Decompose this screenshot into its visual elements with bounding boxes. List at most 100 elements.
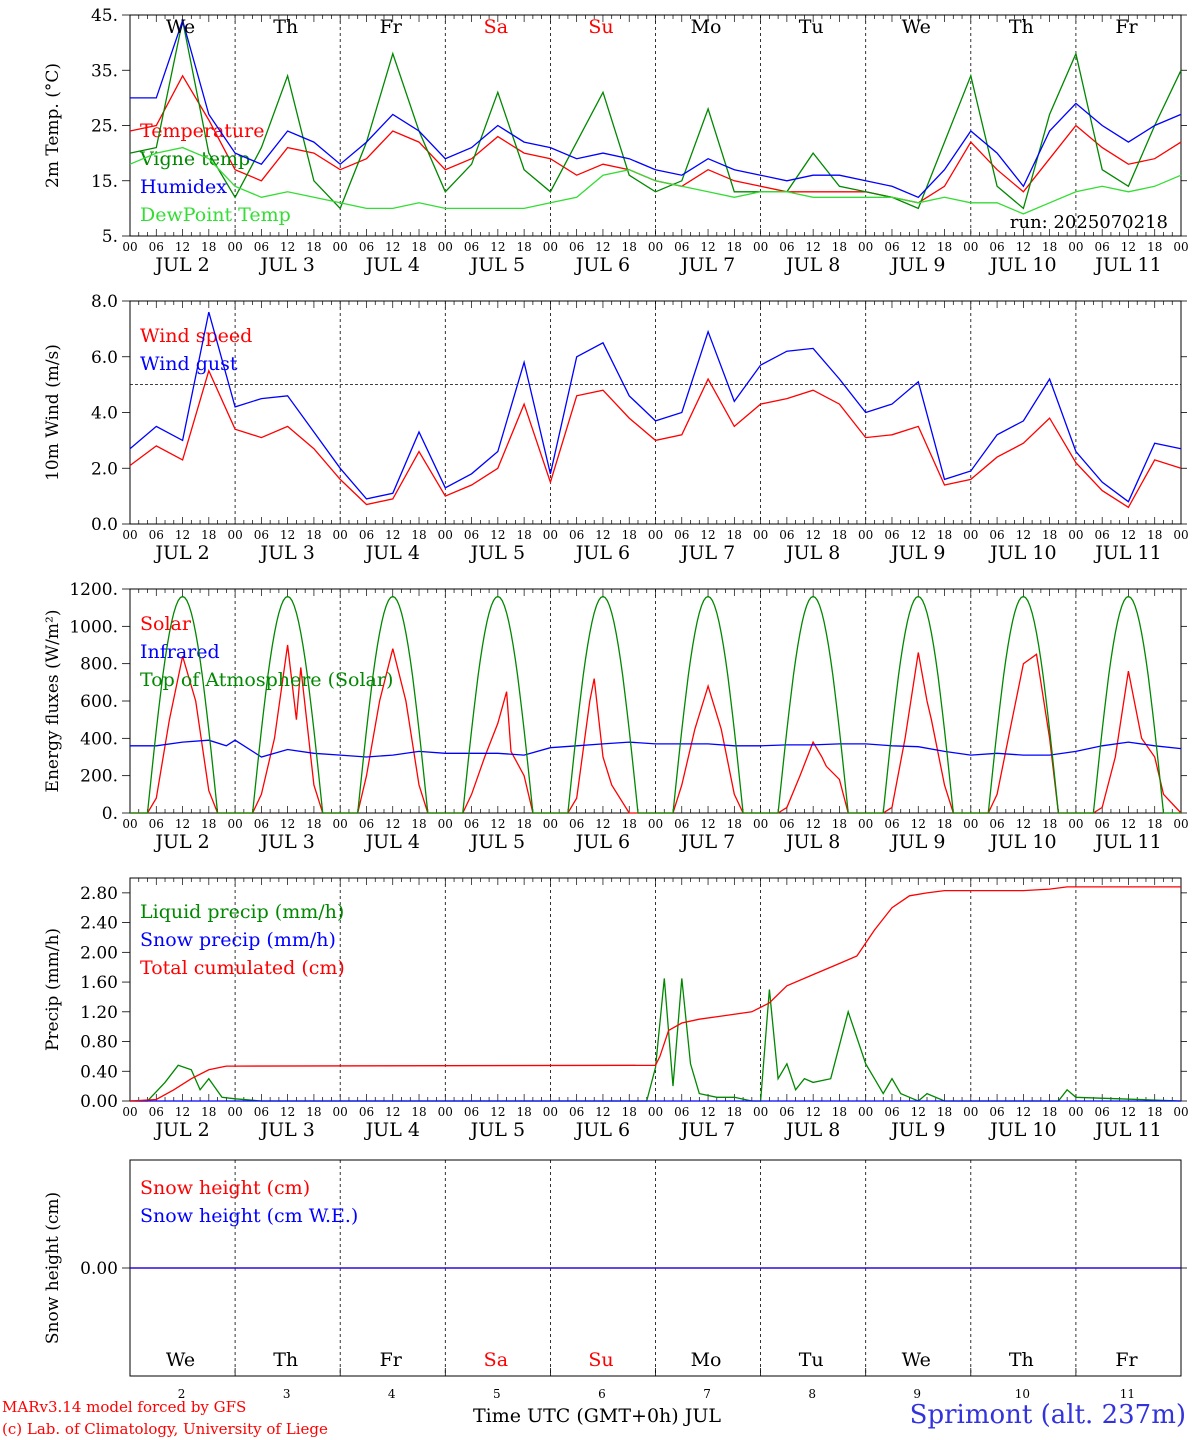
series-wind-gust: [129, 311, 1182, 503]
hour-tick-label: 12: [1016, 1105, 1031, 1119]
day-number: 3: [283, 1387, 291, 1401]
legend-entry: Temperature: [140, 120, 264, 142]
hour-tick-label: 12: [280, 817, 295, 831]
day-number: 8: [808, 1387, 816, 1401]
hour-tick-label: 00: [543, 240, 558, 254]
hour-tick-label: 18: [622, 1105, 637, 1119]
date-label: JUL 7: [679, 254, 735, 276]
hour-tick-label: 12: [911, 528, 926, 542]
series-humidex: [130, 18, 1182, 199]
hour-tick-label: 00: [963, 240, 978, 254]
hour-tick-label: 00: [333, 1105, 348, 1119]
y-tick-label: 200.: [80, 767, 118, 787]
hour-tick-label: 00: [858, 528, 873, 542]
hour-tick-label: 06: [884, 528, 899, 542]
hour-tick-label: 18: [832, 528, 847, 542]
date-label: JUL 4: [364, 254, 420, 276]
weekday-label: Fr: [380, 1349, 403, 1371]
lab-credit: (c) Lab. of Climatology, University of L…: [2, 1420, 328, 1438]
hour-tick-label: 12: [1016, 817, 1031, 831]
weekday-label: Su: [588, 1349, 613, 1371]
date-label: JUL 11: [1093, 542, 1161, 564]
hour-tick-label: 06: [254, 817, 269, 831]
hour-tick-label: 00: [227, 817, 242, 831]
time-axis-label: Time UTC (GMT+0h) JUL: [473, 1405, 721, 1427]
legend-entry: Snow height (cm): [140, 1177, 310, 1199]
weekday-label: Fr: [1115, 16, 1138, 38]
hour-tick-label: 00: [648, 528, 663, 542]
day-number: 10: [1015, 1387, 1030, 1401]
date-label: JUL 5: [469, 1119, 525, 1141]
hour-tick-label: 12: [1016, 528, 1031, 542]
panel-5: 0.00 Snow height (cm) Snow height (cm) Snow…: [43, 1159, 1187, 1377]
hour-tick-label: 00: [122, 817, 137, 831]
hour-tick-label: 06: [674, 1105, 689, 1119]
hour-tick-label: 00: [227, 528, 242, 542]
hour-tick-label: 18: [1042, 528, 1057, 542]
hour-tick-label: 00: [648, 1105, 663, 1119]
hour-tick-label: 18: [622, 240, 637, 254]
hour-tick-label: 06: [989, 240, 1004, 254]
hour-tick-label: 18: [201, 1105, 216, 1119]
hour-tick-label: 06: [359, 240, 374, 254]
legend-entry: Total cumulated (cm): [140, 957, 345, 979]
hour-tick-label: 00: [227, 1105, 242, 1119]
hour-tick-label: 12: [1016, 240, 1031, 254]
hour-tick-label: 00: [753, 1105, 768, 1119]
hour-tick-label: 18: [1147, 1105, 1162, 1119]
hour-tick-label: 00: [753, 240, 768, 254]
day-number: 4: [388, 1387, 396, 1401]
y-tick-label: 8.0: [91, 292, 118, 312]
date-label: JUL 5: [469, 831, 525, 853]
day-number: 7: [703, 1387, 711, 1401]
hour-tick-label: 18: [516, 817, 531, 831]
hour-tick-label: 18: [727, 240, 742, 254]
y-tick-label: 25.: [91, 117, 118, 137]
date-label: JUL 3: [258, 254, 314, 276]
hour-tick-label: 06: [569, 1105, 584, 1119]
weekday-label: Th: [1009, 1349, 1034, 1371]
hour-tick-label: 06: [254, 240, 269, 254]
legend-entry: Solar: [140, 613, 192, 635]
hour-tick-label: 00: [333, 240, 348, 254]
hour-tick-label: 12: [175, 240, 190, 254]
hour-tick-label: 18: [937, 240, 952, 254]
weekday-label: Tu: [799, 16, 824, 38]
weekday-label: We: [902, 1349, 931, 1371]
hour-tick-label: 06: [674, 817, 689, 831]
hour-tick-label: 18: [201, 817, 216, 831]
series-infrared: [130, 739, 1182, 758]
date-label: JUL 3: [258, 1119, 314, 1141]
hour-tick-label: 12: [911, 1105, 926, 1119]
hour-tick-label: 12: [700, 1105, 715, 1119]
hour-tick-label: 06: [254, 1105, 269, 1119]
weekday-label: Mo: [691, 1349, 722, 1371]
date-label: JUL 10: [988, 1119, 1056, 1141]
date-label: JUL 9: [889, 1119, 945, 1141]
hour-tick-label: 06: [779, 817, 794, 831]
hour-tick-label: 18: [937, 817, 952, 831]
hour-tick-label: 00: [858, 1105, 873, 1119]
y-tick-label: 0.00: [80, 1259, 118, 1279]
hour-tick-label: 00: [122, 1105, 137, 1119]
legend-entry: Snow precip (mm/h): [140, 929, 336, 951]
panel-frame: [129, 588, 1182, 814]
hour-tick-label: 12: [175, 1105, 190, 1119]
date-label: JUL 7: [679, 831, 735, 853]
hour-tick-label: 00: [438, 528, 453, 542]
date-label: JUL 2: [153, 254, 209, 276]
date-label: JUL 3: [258, 542, 314, 564]
y-tick-label: 5.: [102, 227, 118, 247]
station-name: Sprimont (alt. 237m): [909, 1400, 1186, 1430]
hour-tick-label: 06: [1095, 240, 1110, 254]
date-label: JUL 2: [153, 542, 209, 564]
hour-tick-label: 12: [175, 817, 190, 831]
hour-tick-label: 00: [753, 528, 768, 542]
hour-tick-label: 12: [806, 1105, 821, 1119]
date-label: JUL 7: [679, 542, 735, 564]
hour-tick-label: 06: [779, 528, 794, 542]
date-label: JUL 6: [574, 542, 630, 564]
hour-tick-label: 12: [1121, 528, 1136, 542]
y-tick-label: 1.20: [80, 1003, 118, 1023]
date-label: JUL 11: [1093, 1119, 1161, 1141]
